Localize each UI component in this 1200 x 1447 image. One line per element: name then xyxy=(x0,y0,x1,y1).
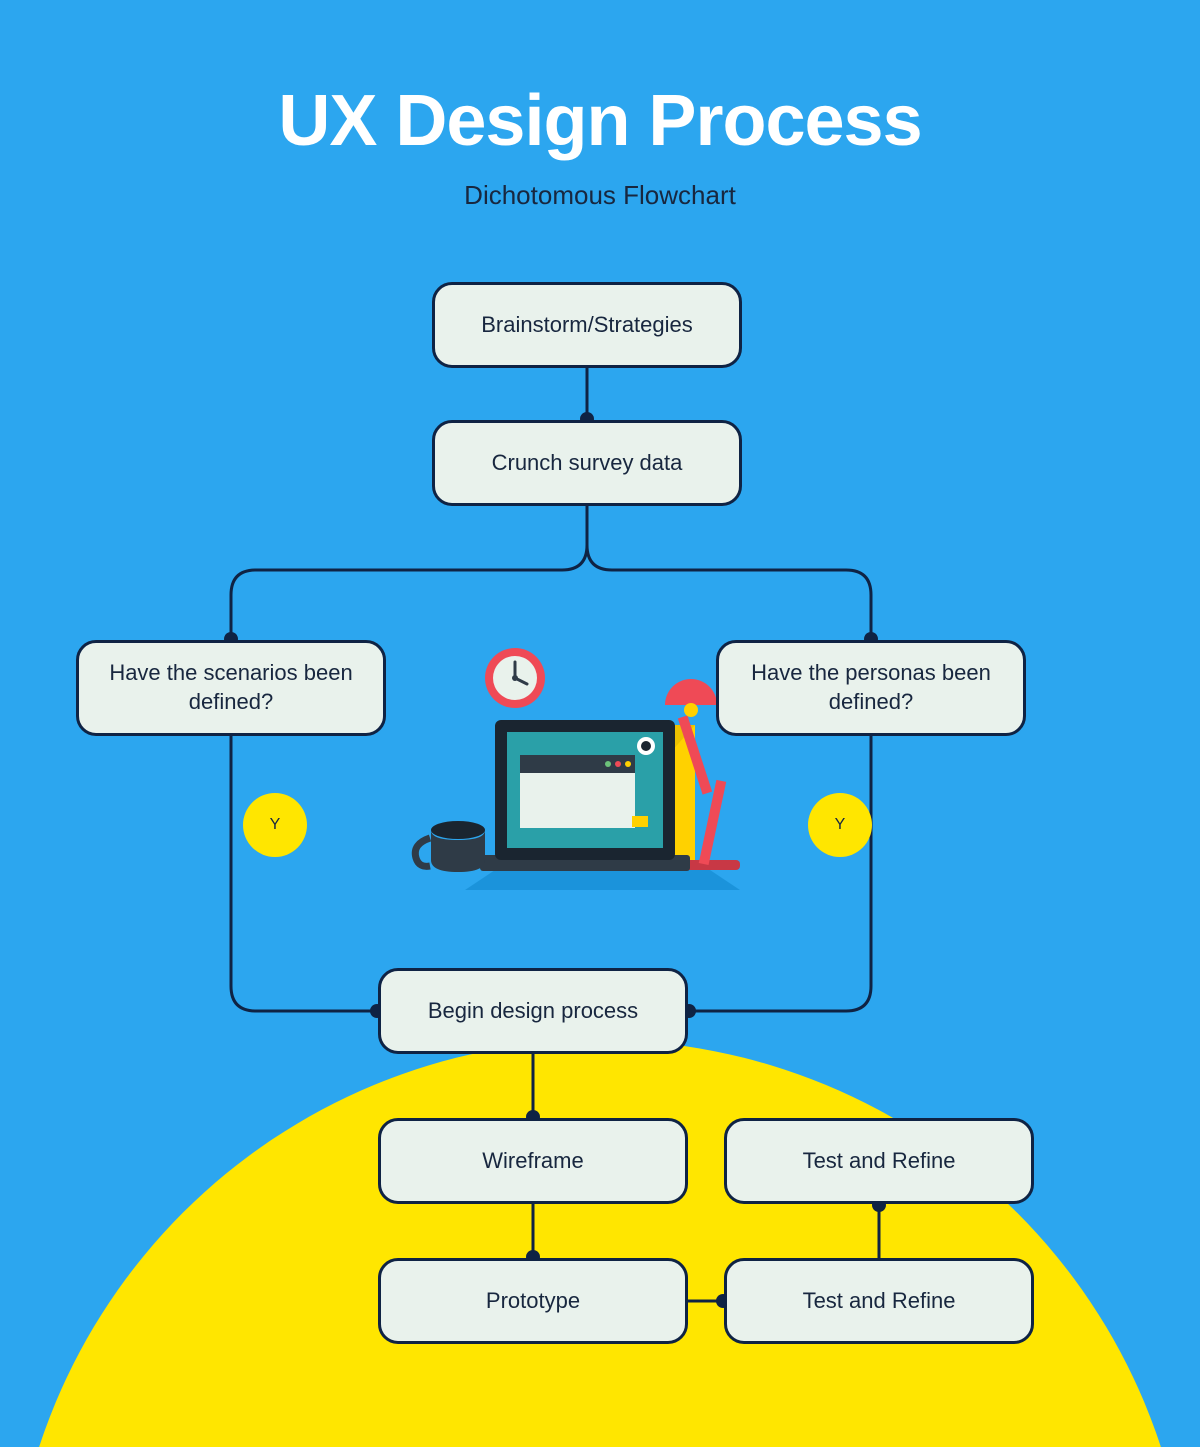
node-wireframe: Wireframe xyxy=(378,1118,688,1204)
decision-right_y: Y xyxy=(808,793,872,857)
workspace-illustration xyxy=(410,630,760,910)
node-test_top: Test and Refine xyxy=(724,1118,1034,1204)
page-title: UX Design Process xyxy=(0,80,1200,162)
node-prototype: Prototype xyxy=(378,1258,688,1344)
flowchart-canvas: UX Design Process Dichotomous Flowchart Br… xyxy=(0,0,1200,1447)
node-crunch: Crunch survey data xyxy=(432,420,742,506)
node-test_bottom: Test and Refine xyxy=(724,1258,1034,1344)
node-personas: Have the personas been defined? xyxy=(716,640,1026,736)
node-brainstorm: Brainstorm/Strategies xyxy=(432,282,742,368)
background-yellow-circle xyxy=(10,1040,1190,1447)
node-scenarios: Have the scenarios been defined? xyxy=(76,640,386,736)
decision-left_y: Y xyxy=(243,793,307,857)
page-subtitle: Dichotomous Flowchart xyxy=(0,180,1200,211)
node-begin: Begin design process xyxy=(378,968,688,1054)
